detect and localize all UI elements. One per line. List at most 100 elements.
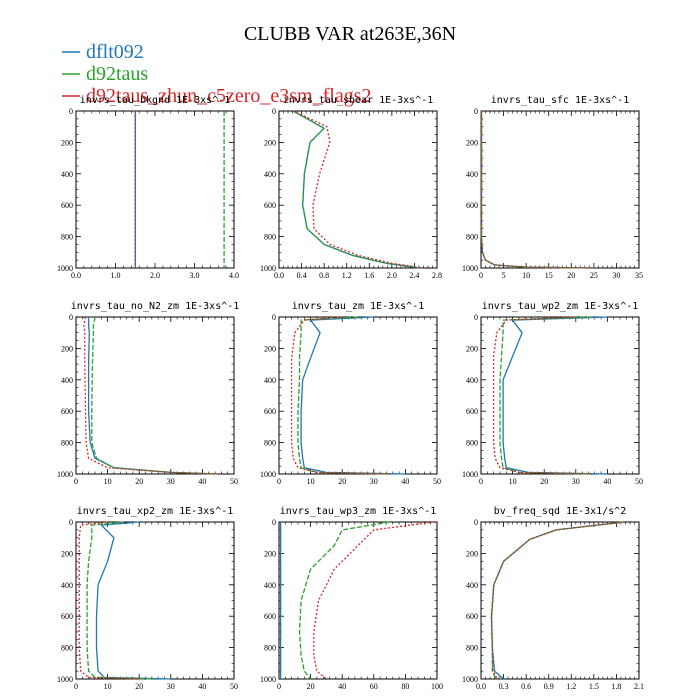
y-tick-label: 400 xyxy=(264,170,276,179)
panel-title: invrs_tau_shear 1E-3xs^-1 xyxy=(283,95,434,106)
series-line xyxy=(78,521,140,680)
panel-title: invrs_tau_wp3_zm 1E-3xs^-1 xyxy=(280,506,437,517)
series-line xyxy=(292,110,421,269)
x-tick-label: 30 xyxy=(572,477,580,486)
y-tick-label: 0 xyxy=(69,107,73,116)
y-tick-label: 1000 xyxy=(260,675,276,684)
x-tick-label: 0.0 xyxy=(476,682,486,691)
x-tick-label: 20 xyxy=(307,682,315,691)
series-line xyxy=(300,316,406,475)
legend-label: d92taus_zhun_c5zero_e3sm_flags2 xyxy=(86,85,371,107)
y-tick-label: 400 xyxy=(466,581,478,590)
x-tick-label: 30 xyxy=(612,271,620,280)
panel: invrs_tau_wp2_zm 1E-3xs^-1 0 10 20 30 40 50 0 20… xyxy=(462,301,643,486)
y-tick-label: 1000 xyxy=(260,470,276,479)
y-tick-label: 600 xyxy=(466,612,478,621)
panel-title: invrs_tau_wp2_zm 1E-3xs^-1 xyxy=(482,301,639,312)
panel-frame xyxy=(480,316,640,475)
x-tick-label: 10 xyxy=(104,682,112,691)
x-tick-label: 1.0 xyxy=(111,271,121,280)
x-tick-label: 0 xyxy=(74,682,78,691)
x-tick-label: 40 xyxy=(198,477,206,486)
series-line xyxy=(502,316,608,475)
panel: invrs_tau_xp2_zm 1E-3xs^-1 0 10 20 30 40 50 0 20… xyxy=(57,506,238,691)
y-tick-label: 0 xyxy=(272,313,276,322)
y-tick-label: 400 xyxy=(466,376,478,385)
y-tick-label: 200 xyxy=(61,138,73,147)
legend-label: d92taus xyxy=(86,63,148,85)
x-tick-label: 4.0 xyxy=(229,271,239,280)
series-line xyxy=(480,111,594,269)
y-tick-label: 0 xyxy=(474,313,478,322)
y-tick-label: 1000 xyxy=(462,470,478,479)
x-tick-label: 2.4 xyxy=(409,271,419,280)
legend: dflt092d92tausd92taus_zhun_c5zero_e3sm_f… xyxy=(62,41,371,107)
y-tick-label: 800 xyxy=(61,644,73,653)
x-tick-label: 1.8 xyxy=(611,682,621,691)
x-tick-label: 0 xyxy=(277,477,281,486)
panel: bv_freq_sqd 1E-3x1/s^2 0.0 0.3 0.6 0.9 1.2 1.5… xyxy=(462,506,644,691)
panel-frame xyxy=(278,110,438,269)
y-tick-label: 200 xyxy=(61,549,73,558)
x-tick-label: 2.8 xyxy=(432,271,442,280)
panel-frame xyxy=(75,110,235,269)
y-tick-label: 200 xyxy=(466,138,478,147)
x-tick-label: 20 xyxy=(135,682,143,691)
y-tick-label: 800 xyxy=(466,644,478,653)
y-tick-label: 800 xyxy=(264,439,276,448)
x-tick-label: 25 xyxy=(590,271,598,280)
y-tick-label: 0 xyxy=(272,107,276,116)
y-tick-label: 800 xyxy=(61,233,73,242)
x-tick-label: 1.2 xyxy=(342,271,352,280)
series-line xyxy=(292,110,421,269)
panel: invrs_tau_no_N2_zm 1E-3xs^-10 10 20 30 40 500… xyxy=(57,301,239,486)
x-tick-label: 50 xyxy=(230,682,238,691)
x-tick-label: 0.0 xyxy=(71,271,81,280)
series-line xyxy=(292,110,423,269)
x-tick-label: 0.6 xyxy=(521,682,531,691)
y-tick-label: 400 xyxy=(264,376,276,385)
x-tick-label: 0.9 xyxy=(544,682,554,691)
panel-title: invrs_tau_bkgnd 1E-3xs^-1 xyxy=(80,95,231,106)
x-tick-label: 40 xyxy=(338,682,346,691)
series-line xyxy=(297,316,390,475)
panel-title: bv_freq_sqd 1E-3x1/s^2 xyxy=(494,506,626,517)
figure-title: CLUBB VAR at263E,36N xyxy=(244,23,456,45)
y-tick-label: 400 xyxy=(61,170,73,179)
y-tick-label: 600 xyxy=(61,201,73,210)
y-tick-label: 400 xyxy=(264,581,276,590)
y-tick-label: 1000 xyxy=(462,264,478,273)
x-tick-label: 15 xyxy=(545,271,553,280)
panels: invrs_tau_bkgnd 1E-3xs^-1 0.0 1.0 2.0 3.0 4.0… xyxy=(57,95,644,691)
y-tick-label: 200 xyxy=(466,344,478,353)
y-tick-label: 1000 xyxy=(57,675,73,684)
y-tick-label: 200 xyxy=(264,138,276,147)
x-tick-label: 2.0 xyxy=(387,271,397,280)
x-tick-label: 10 xyxy=(522,271,530,280)
series-line xyxy=(490,521,625,680)
y-tick-label: 600 xyxy=(61,407,73,416)
panel-title: invrs_tau_zm 1E-3xs^-1 xyxy=(292,301,424,312)
x-tick-label: 3.0 xyxy=(190,271,200,280)
panel-title: invrs_tau_sfc 1E-3xs^-1 xyxy=(491,95,629,106)
y-tick-label: 1000 xyxy=(260,264,276,273)
series-line xyxy=(490,521,625,680)
y-tick-label: 0 xyxy=(474,518,478,527)
y-tick-label: 200 xyxy=(466,549,478,558)
panel: invrs_tau_zm 1E-3xs^-1 0 10 20 30 40 50 0 200 400… xyxy=(260,301,441,486)
x-tick-label: 50 xyxy=(433,477,441,486)
panel-title: invrs_tau_no_N2_zm 1E-3xs^-1 xyxy=(71,301,240,312)
series-line xyxy=(290,316,390,475)
y-tick-label: 0 xyxy=(474,107,478,116)
y-tick-label: 600 xyxy=(466,407,478,416)
y-tick-label: 800 xyxy=(466,439,478,448)
x-tick-label: 35 xyxy=(635,271,643,280)
legend-label: dflt092 xyxy=(86,41,144,63)
x-tick-label: 0.8 xyxy=(319,271,329,280)
x-tick-label: 0 xyxy=(479,477,483,486)
x-tick-label: 30 xyxy=(167,477,175,486)
x-tick-label: 40 xyxy=(603,477,611,486)
panel: invrs_tau_bkgnd 1E-3xs^-1 0.0 1.0 2.0 3.0 4.0… xyxy=(57,95,239,280)
y-tick-label: 600 xyxy=(264,612,276,621)
x-tick-label: 40 xyxy=(198,682,206,691)
